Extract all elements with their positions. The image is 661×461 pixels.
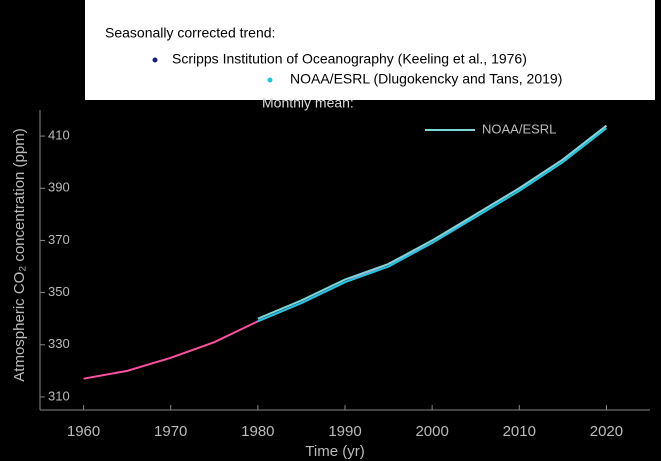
legend-label: NOAA/ESRL bbox=[482, 121, 556, 136]
x-tick-label: 1980 bbox=[241, 423, 274, 440]
x-tick-label: 2000 bbox=[415, 423, 448, 440]
legend-label: NOAA/ESRL (Dlugokencky and Tans, 2019) bbox=[290, 71, 562, 87]
y-tick-label: 310 bbox=[48, 388, 70, 403]
legend-title: Monthly mean: bbox=[262, 95, 354, 111]
x-tick-label: 1960 bbox=[67, 423, 100, 440]
legend-title: Seasonally corrected trend: bbox=[105, 25, 275, 41]
x-tick-label: 1970 bbox=[154, 423, 187, 440]
x-tick-label: 1990 bbox=[328, 423, 361, 440]
y-tick-label: 390 bbox=[48, 180, 70, 195]
y-tick-label: 410 bbox=[48, 128, 70, 143]
legend-marker bbox=[152, 57, 158, 63]
data-line bbox=[257, 124, 608, 320]
x-tick-label: 2010 bbox=[503, 423, 536, 440]
y-axis-label: Atmospheric CO₂ concentration (ppm) bbox=[11, 128, 28, 381]
legend-box bbox=[85, 0, 655, 100]
data-line bbox=[257, 127, 608, 323]
y-tick-label: 350 bbox=[48, 284, 70, 299]
y-tick-label: 370 bbox=[48, 232, 70, 247]
legend-marker bbox=[267, 77, 273, 83]
legend-label: Scripps Institution of Oceanography (Kee… bbox=[172, 51, 527, 67]
x-axis-label: Time (yr) bbox=[305, 443, 364, 460]
x-tick-label: 2020 bbox=[590, 423, 623, 440]
y-tick-label: 330 bbox=[48, 336, 70, 351]
